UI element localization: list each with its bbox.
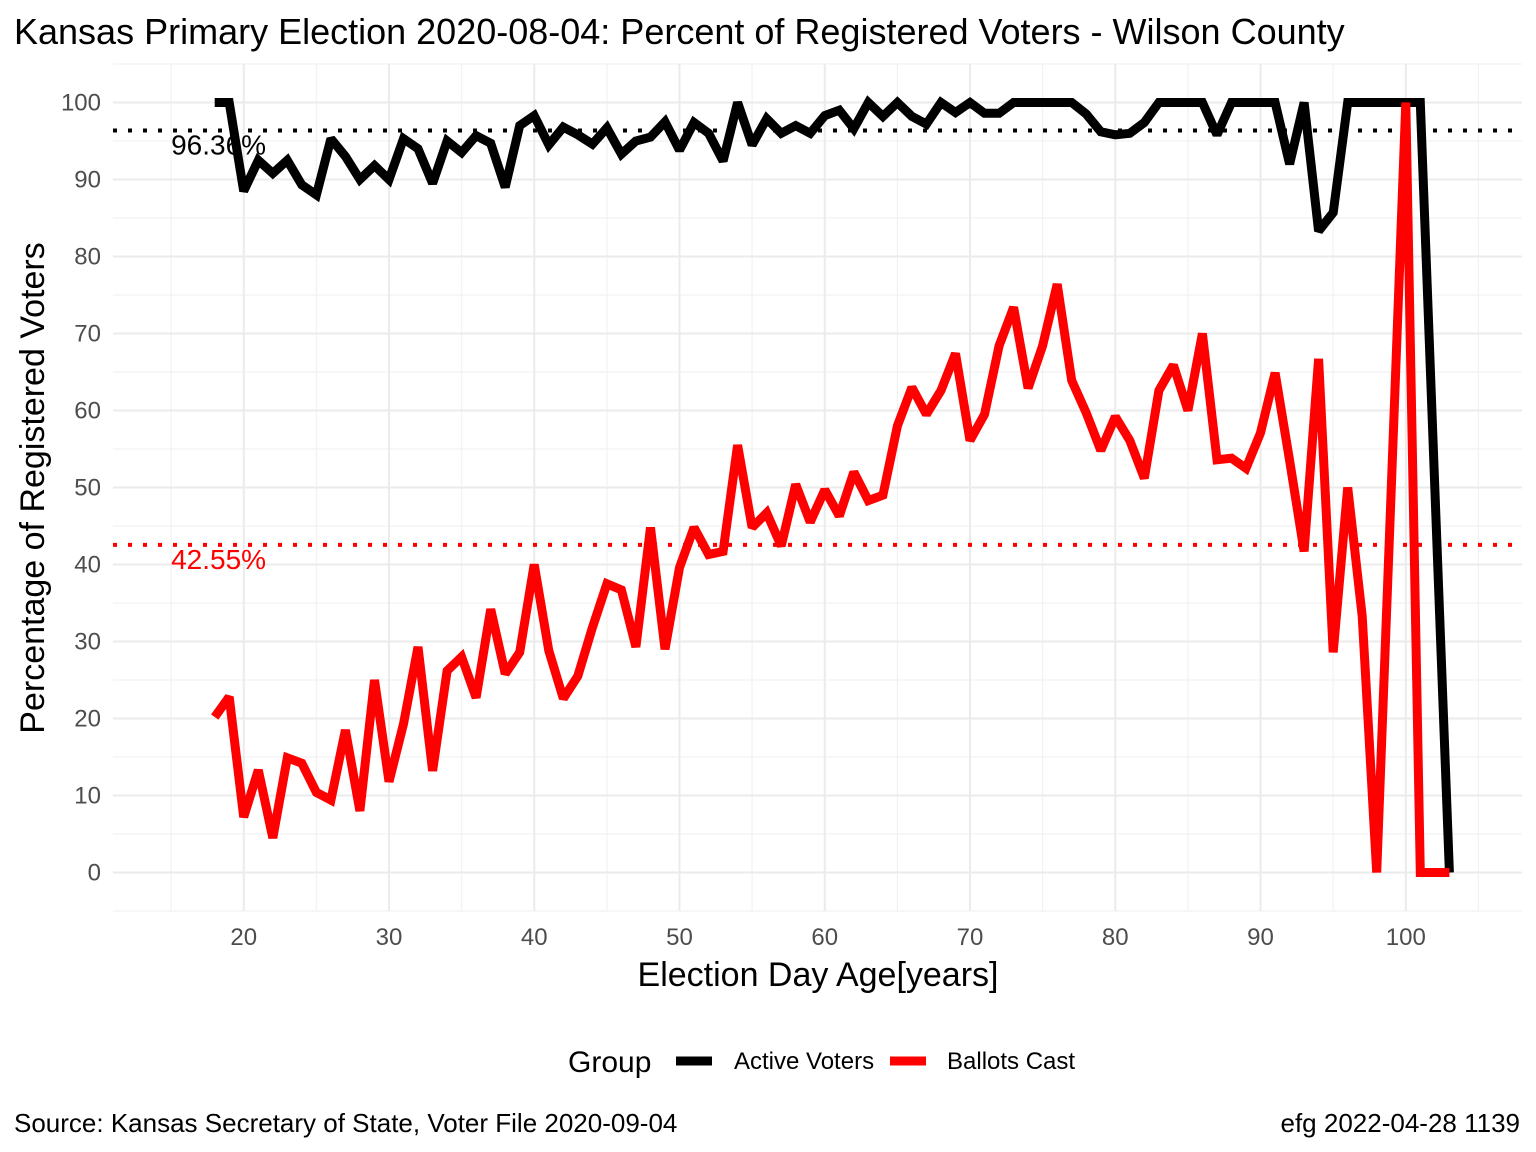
y-tick-label-60: 60 [74,398,101,425]
x-tick-label-30: 30 [376,924,403,951]
y-tick-label-50: 50 [74,475,101,502]
y-tick-label-90: 90 [74,167,101,194]
y-tick-label-0: 0 [88,860,101,887]
y-axis-ticks: 0 10 20 30 40 50 60 70 80 90 100 [61,90,101,887]
series-line-ballots-cast [211,102,1450,877]
x-tick-label-20: 20 [230,924,257,951]
reference-labels: 96.36% 42.55% [171,130,266,575]
legend: Group Active Voters Ballots Cast [568,1046,1075,1079]
x-tick-label-50: 50 [666,924,693,951]
source-caption: Source: Kansas Secretary of State, Voter… [14,1108,677,1138]
y-tick-label-30: 30 [74,629,101,656]
minor-gridlines [113,63,1522,912]
legend-title: Group [568,1046,651,1079]
x-axis-title: Election Day Age[years] [638,956,999,994]
credit-caption: efg 2022-04-28 1139 [1281,1108,1521,1138]
reference-label-42-55: 42.55% [171,544,266,575]
chart-title: Kansas Primary Election 2020-08-04: Perc… [14,11,1345,52]
y-tick-label-100: 100 [61,90,101,117]
legend-label-active-voters: Active Voters [734,1048,874,1075]
x-tick-label-40: 40 [521,924,548,951]
y-tick-label-40: 40 [74,552,101,579]
x-tick-label-100: 100 [1386,924,1426,951]
x-axis-ticks: 20 30 40 50 60 70 80 90 100 [230,924,1425,951]
series-lines [211,95,1454,877]
y-tick-label-70: 70 [74,321,101,348]
legend-label-ballots-cast: Ballots Cast [947,1048,1075,1075]
y-tick-label-10: 10 [74,783,101,810]
x-tick-label-90: 90 [1247,924,1274,951]
series-line-active-voters [214,95,1454,873]
y-axis-title: Percentage of Registered Voters [14,242,52,733]
y-tick-label-80: 80 [74,244,101,271]
x-tick-label-60: 60 [811,924,838,951]
x-tick-label-70: 70 [957,924,984,951]
y-tick-label-20: 20 [74,706,101,733]
x-tick-label-80: 80 [1102,924,1129,951]
reference-label-96-36: 96.36% [171,130,266,161]
